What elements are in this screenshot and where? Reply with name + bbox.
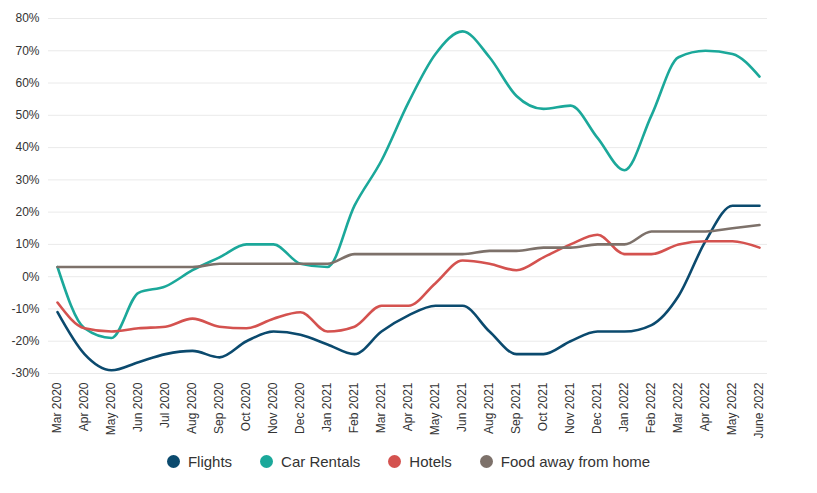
html-text:Flights: Flights: [187, 453, 233, 470]
svg-text:70%: 70%: [15, 44, 39, 58]
svg-text:Jul 2020: Jul 2020: [158, 382, 172, 428]
svg-text:-10%: -10%: [11, 302, 39, 316]
html-text:Car Rentals: Car Rentals: [281, 453, 361, 470]
svg-text:40%: 40%: [15, 140, 39, 154]
svg-text:Dec 2020: Dec 2020: [293, 382, 307, 434]
svg-text:60%: 60%: [15, 76, 39, 90]
svg-text:Dec 2021: Dec 2021: [590, 382, 604, 434]
svg-text:Apr 2021: Apr 2021: [401, 382, 415, 431]
svg-text:Mar 2020: Mar 2020: [50, 382, 64, 433]
svg-text:-30%: -30%: [11, 366, 39, 380]
html-text:Hotels: Hotels: [409, 453, 452, 470]
svg-text:Sep 2021: Sep 2021: [509, 382, 523, 434]
svg-text:80%: 80%: [15, 11, 39, 25]
svg-text:-20%: -20%: [11, 334, 39, 348]
svg-text:May 2021: May 2021: [428, 382, 442, 435]
svg-text:Jun 2021: Jun 2021: [455, 382, 469, 432]
svg-text:30%: 30%: [15, 173, 39, 187]
svg-text:20%: 20%: [15, 205, 39, 219]
svg-text:Sep 2020: Sep 2020: [212, 382, 226, 434]
svg-text:50%: 50%: [15, 108, 39, 122]
svg-text:Feb 2021: Feb 2021: [347, 382, 361, 433]
svg-text:10%: 10%: [15, 237, 39, 251]
svg-text:Jan 2022: Jan 2022: [617, 382, 631, 432]
html-text:Food away from home: Food away from home: [500, 453, 651, 470]
svg-text:June 2022: June 2022: [752, 382, 766, 438]
svg-text:0%: 0%: [22, 270, 40, 284]
svg-text:Aug 2020: Aug 2020: [185, 382, 199, 434]
svg-text:Jun 2020: Jun 2020: [131, 382, 145, 432]
svg-text:May 2020: May 2020: [104, 382, 118, 435]
svg-text:Jan 2021: Jan 2021: [320, 382, 334, 432]
svg-text:Apr 2022: Apr 2022: [698, 382, 712, 431]
svg-text:Oct 2020: Oct 2020: [239, 382, 253, 431]
svg-text:Nov 2020: Nov 2020: [266, 382, 280, 434]
svg-text:Aug 2021: Aug 2021: [482, 382, 496, 434]
svg-text:Feb 2022: Feb 2022: [644, 382, 658, 433]
svg-text:Apr 2020: Apr 2020: [77, 382, 91, 431]
svg-text:Mar 2022: Mar 2022: [671, 382, 685, 433]
svg-text:May 2022: May 2022: [725, 382, 739, 435]
svg-text:Mar 2021: Mar 2021: [374, 382, 388, 433]
svg-text:Oct 2021: Oct 2021: [536, 382, 550, 431]
svg-text:Nov 2021: Nov 2021: [563, 382, 577, 434]
